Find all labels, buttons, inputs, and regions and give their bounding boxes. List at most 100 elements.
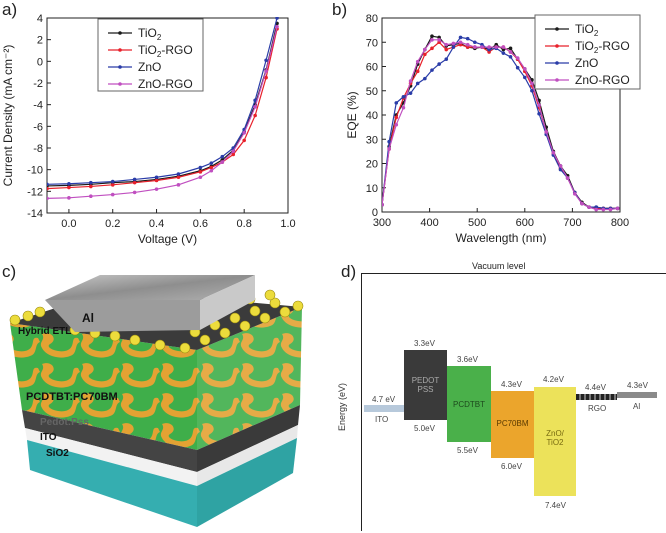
- pcdtbt-top-energy: 3.6eV: [457, 355, 478, 364]
- data-point: [530, 81, 534, 86]
- pc70bm-top-energy: 4.3eV: [501, 380, 522, 389]
- data-point: [423, 47, 427, 52]
- data-point: [458, 40, 463, 45]
- y-axis-label: Current Density (mA cm⁻²): [1, 45, 15, 187]
- data-point: [465, 36, 470, 41]
- legend-box: [534, 14, 641, 90]
- legend-marker: [118, 48, 122, 52]
- data-point: [264, 58, 268, 63]
- label-al: Al: [82, 311, 94, 325]
- data-point: [110, 183, 115, 187]
- panel-label-d: d): [341, 262, 357, 281]
- device-right-active: [197, 307, 302, 450]
- data-point: [551, 150, 556, 155]
- data-point: [275, 17, 279, 20]
- data-point: [264, 69, 268, 73]
- data-point: [275, 24, 279, 29]
- data-point: [242, 131, 246, 135]
- y-tick-label: -8: [33, 143, 43, 155]
- data-point: [253, 105, 257, 109]
- device-right-pedot: [197, 405, 300, 472]
- x-axis-label: Wavelength (nm): [456, 231, 547, 245]
- data-point: [408, 79, 413, 83]
- legend-marker: [118, 82, 122, 86]
- x-tick-label: 0.2: [105, 218, 120, 230]
- x-tick-label: 0.6: [193, 218, 208, 230]
- data-point: [558, 167, 563, 172]
- data-point: [430, 34, 434, 38]
- y-tick-label: 2: [37, 35, 43, 47]
- data-point: [423, 52, 427, 57]
- x-tick-label: 600: [516, 217, 534, 229]
- al-energy: 4.3eV: [627, 381, 648, 390]
- data-point: [523, 75, 527, 80]
- chart-0: 0.0 0.2 0.4 0.6 0.8 1.0 4 2 0 -2 -4 -6 -8 -10 -12 -14 Vo…: [1, 13, 296, 246]
- data-point: [572, 192, 577, 196]
- data-point: [253, 113, 257, 118]
- y-tick-label: 30: [366, 134, 378, 146]
- legend-marker: [118, 65, 122, 69]
- data-point: [530, 88, 534, 93]
- data-point: [465, 42, 470, 47]
- x-tick-label: 700: [563, 217, 581, 229]
- pedot-bottom-energy: 5.0eV: [414, 424, 435, 433]
- data-point: [558, 164, 563, 168]
- data-point: [231, 152, 236, 157]
- data-point: [458, 35, 463, 40]
- level-al: [617, 392, 657, 398]
- y-tick-label: -6: [33, 121, 43, 133]
- legend-marker: [555, 44, 559, 48]
- rgo-energy: 4.4eV: [585, 383, 606, 392]
- zno-label-2: TiO2: [546, 438, 564, 447]
- data-point: [89, 184, 93, 189]
- data-point: [587, 205, 591, 209]
- vacuum-level-label: Vacuum level: [472, 261, 526, 271]
- data-point: [198, 165, 203, 170]
- zno-bottom-energy: 7.4eV: [545, 501, 566, 510]
- device-right-sio2: [197, 438, 297, 527]
- y-tick-label: 0: [37, 56, 43, 68]
- pc70bm-label: PC70BM: [496, 419, 529, 428]
- y-tick-label: 40: [366, 110, 378, 122]
- data-point: [132, 177, 137, 182]
- label-ito: ITO: [40, 432, 57, 443]
- x-tick-label: 800: [611, 217, 629, 229]
- data-point: [154, 178, 159, 183]
- data-point: [508, 50, 513, 54]
- data-point: [209, 165, 214, 170]
- data-point: [220, 160, 225, 164]
- y-tick-label: 0: [372, 207, 378, 219]
- y-tick-label: -12: [27, 186, 43, 198]
- data-point: [47, 186, 49, 191]
- data-point: [198, 170, 203, 174]
- legend-label: ZnO: [138, 60, 161, 74]
- data-point: [220, 154, 225, 159]
- data-point: [382, 202, 384, 207]
- data-point: [154, 187, 159, 191]
- pcdtbt-label: PCDTBT: [453, 400, 485, 409]
- series-line: [382, 39, 618, 211]
- data-point: [430, 68, 434, 72]
- device-al-top: [45, 275, 255, 300]
- data-point: [608, 207, 613, 212]
- data-point: [423, 76, 427, 81]
- data-point: [437, 38, 441, 42]
- data-point: [444, 47, 449, 52]
- data-point: [132, 180, 137, 185]
- data-point: [494, 45, 499, 49]
- data-point: [537, 103, 541, 108]
- legend-box: [97, 18, 204, 92]
- level-ito: [364, 405, 404, 412]
- label-pedot: Pedot:Pss: [40, 417, 89, 428]
- data-point: [67, 181, 71, 186]
- data-point: [415, 69, 420, 74]
- data-point: [242, 138, 246, 143]
- pc70bm-bottom-energy: 6.0eV: [501, 462, 522, 471]
- legend-marker: [555, 78, 559, 82]
- rgo-label: RGO: [588, 404, 607, 413]
- level-rgo: [576, 394, 617, 400]
